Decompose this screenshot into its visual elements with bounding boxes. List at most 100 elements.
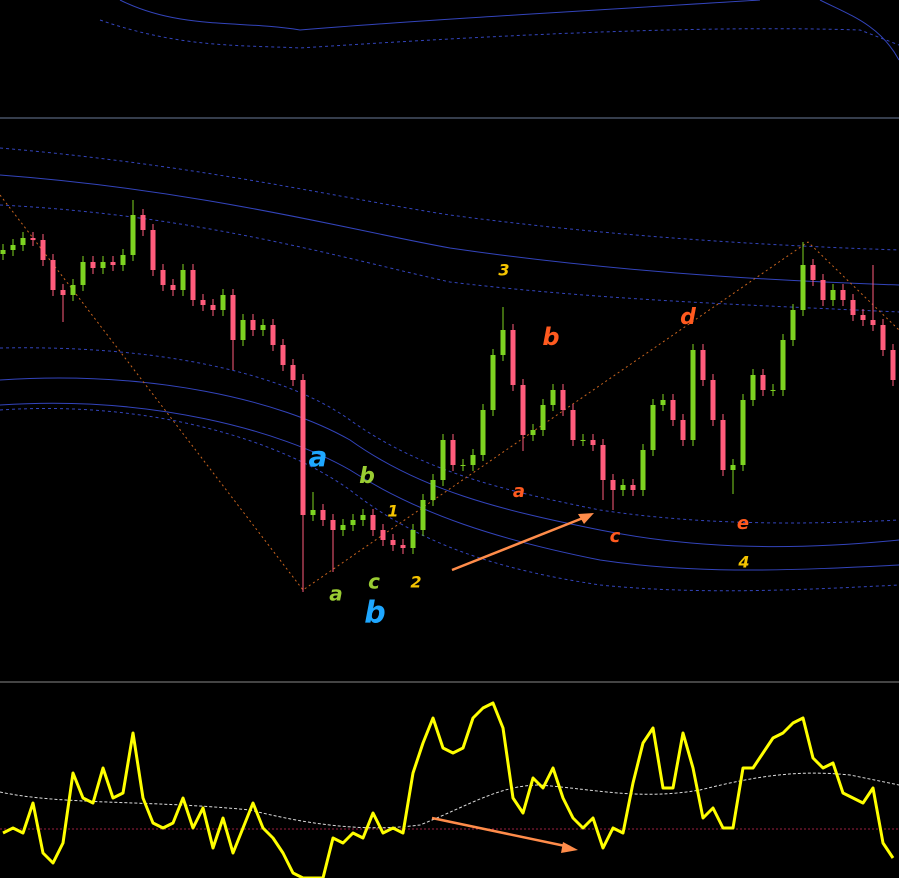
candle-body — [830, 290, 836, 300]
candle-body — [400, 545, 406, 548]
arrowhead — [578, 513, 594, 524]
candle-body — [310, 510, 316, 515]
wave-label: a — [329, 582, 343, 606]
candle-body — [40, 240, 46, 260]
candle-body — [750, 375, 756, 400]
candle-body — [140, 215, 146, 230]
candle-body — [260, 325, 266, 330]
candle-body — [770, 390, 776, 391]
candle-body — [550, 390, 556, 405]
candle-body — [740, 400, 746, 465]
candle-body — [650, 405, 656, 450]
candle-body — [820, 280, 826, 300]
candle-body — [280, 345, 286, 365]
candle-body — [50, 260, 56, 290]
candle-body — [340, 525, 346, 530]
candle-body — [490, 355, 496, 410]
candle-body — [220, 295, 226, 310]
candle-body — [380, 530, 386, 540]
candle-body — [330, 520, 336, 530]
candle-body — [290, 365, 296, 380]
candle-body — [130, 215, 136, 255]
candle-body — [450, 440, 456, 465]
candle-body — [890, 350, 896, 380]
candle-body — [250, 320, 256, 330]
candle-body — [720, 420, 726, 470]
candle-body — [510, 330, 516, 385]
candle-body — [580, 440, 586, 441]
arrowhead — [561, 842, 578, 853]
candle-body — [640, 450, 646, 490]
candle-body — [790, 310, 796, 340]
candle-body — [850, 300, 856, 315]
candle-body — [300, 380, 306, 515]
candle-body — [600, 445, 606, 480]
wave-label: b — [364, 596, 385, 631]
candle-body — [710, 380, 716, 420]
candle-body — [420, 500, 426, 530]
candle-body — [80, 262, 86, 285]
wave-label: b — [359, 464, 375, 489]
candle-body — [410, 530, 416, 548]
candle-body — [390, 540, 396, 545]
candle-body — [540, 405, 546, 430]
wave-label: a — [513, 481, 525, 502]
candle-body — [240, 320, 246, 340]
candle-body — [840, 290, 846, 300]
candle-body — [700, 350, 706, 380]
oscillator-line — [2, 701, 895, 878]
candle-body — [70, 285, 76, 295]
candle-body — [470, 455, 476, 465]
candle-body — [30, 238, 36, 240]
candle-body — [460, 465, 466, 466]
candle-body — [590, 440, 596, 445]
candle-body — [150, 230, 156, 270]
band — [0, 402, 899, 571]
candle-body — [680, 420, 686, 440]
arrow — [451, 514, 589, 572]
candle-body — [370, 515, 376, 530]
candle-body — [440, 440, 446, 480]
band — [99, 19, 899, 49]
candle-body — [780, 340, 786, 390]
wave-label: d — [680, 305, 696, 330]
candle-body — [500, 330, 506, 355]
candle-body — [270, 325, 276, 345]
candle-body — [190, 270, 196, 300]
candle-body — [670, 400, 676, 420]
candle-body — [870, 320, 876, 325]
band — [0, 147, 899, 251]
candle-body — [760, 375, 766, 390]
candle-body — [210, 305, 216, 310]
candle-body — [730, 465, 736, 470]
band — [819, 0, 899, 61]
band — [0, 407, 899, 592]
candle-body — [860, 315, 866, 320]
candle-body — [100, 262, 106, 268]
band — [0, 174, 899, 286]
candle-body — [120, 255, 126, 265]
candle-body — [660, 400, 666, 405]
candle-body — [170, 285, 176, 290]
candle-body — [620, 485, 626, 490]
band — [0, 204, 899, 313]
candle-body — [610, 480, 616, 490]
candle-body — [430, 480, 436, 500]
wave-label: 1 — [387, 502, 398, 521]
wave-label: c — [610, 526, 621, 547]
candle-body — [560, 390, 566, 410]
candle-body — [180, 270, 186, 290]
arrow — [431, 816, 571, 849]
candle-body — [200, 300, 206, 305]
candle-body — [880, 325, 886, 350]
wave-label: 3 — [498, 261, 509, 280]
candle-body — [350, 520, 356, 525]
wave-label: a — [309, 440, 328, 473]
candle-body — [690, 350, 696, 440]
candle-body — [520, 385, 526, 435]
candle-body — [230, 295, 236, 340]
